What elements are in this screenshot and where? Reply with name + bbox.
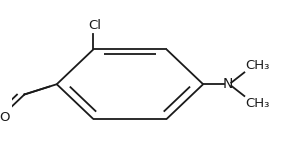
Text: N: N [222, 77, 233, 91]
Text: CH₃: CH₃ [245, 59, 270, 72]
Text: O: O [0, 111, 10, 124]
Text: CH₃: CH₃ [245, 97, 270, 110]
Text: Cl: Cl [88, 19, 101, 32]
